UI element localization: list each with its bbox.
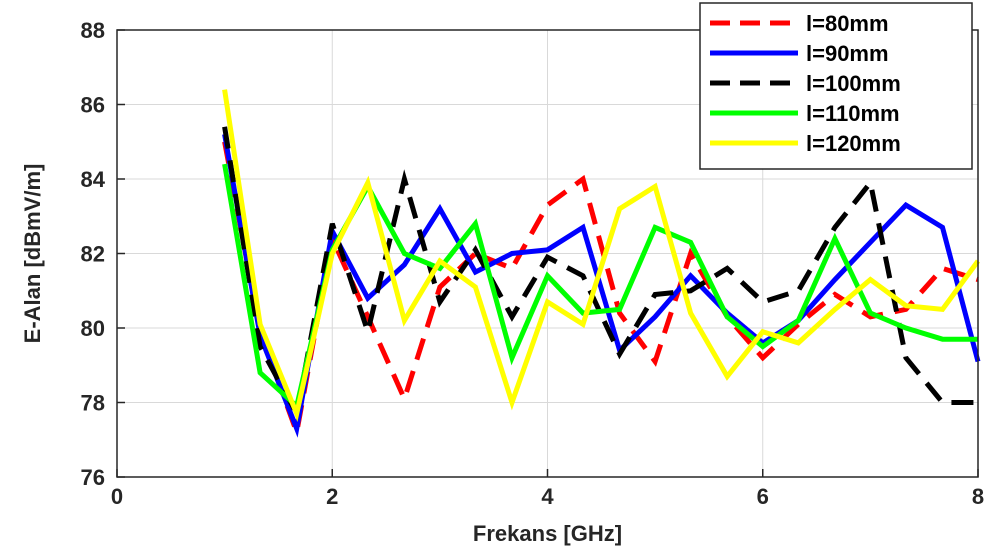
- y-axis-label: E-Alan [dBmV/m]: [20, 164, 45, 344]
- y-tick-label: 76: [81, 465, 105, 490]
- series-lines: [222, 89, 981, 442]
- legend-label: l=110mm: [806, 101, 900, 126]
- series-line-2: [222, 133, 981, 438]
- y-tick-label: 78: [81, 391, 105, 416]
- series-line-5: [222, 89, 981, 423]
- x-tick-label: 2: [326, 484, 338, 509]
- x-tick-label: 0: [111, 484, 123, 509]
- y-tick-label: 86: [81, 93, 105, 118]
- legend-label: l=120mm: [806, 131, 901, 156]
- x-tick-label: 4: [541, 484, 554, 509]
- axis-ticks: 0 2 4 6 8 76 78 80 82 84 86 88: [81, 18, 985, 509]
- series-line-1: [222, 141, 979, 442]
- x-axis-label: Frekans [GHz]: [473, 521, 622, 546]
- legend-label: l=80mm: [806, 11, 889, 36]
- y-tick-label: 82: [81, 242, 105, 267]
- legend: l=80mm l=90mm l=100mm l=110mm l=120mm: [699, 2, 973, 170]
- series-line-3: [222, 126, 978, 422]
- x-tick-label: 6: [757, 484, 769, 509]
- legend-label: l=100mm: [806, 71, 901, 96]
- y-tick-label: 88: [81, 18, 105, 43]
- x-tick-label: 8: [972, 484, 984, 509]
- y-tick-label: 80: [81, 316, 105, 341]
- legend-label: l=90mm: [806, 41, 889, 66]
- y-tick-label: 84: [81, 167, 106, 192]
